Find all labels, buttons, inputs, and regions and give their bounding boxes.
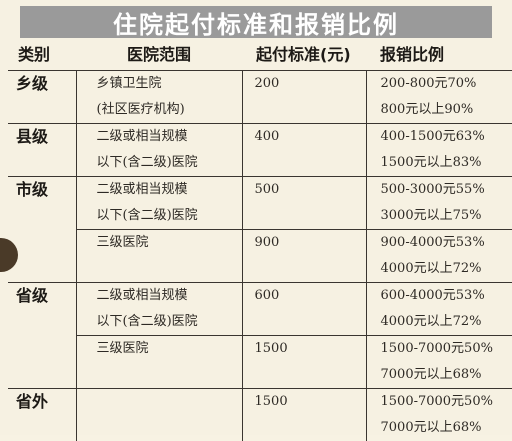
category-cell: 市级 [8,177,76,283]
category-label: 省外 [8,389,76,415]
ratio-cell: 1500-7000元50% 7000元以上68% [366,336,512,389]
start-value: 200 [243,71,366,97]
start-value: 1500 [243,336,366,362]
scope-line: 以下(含二级)医院 [77,150,242,176]
table-body: 乡级 乡镇卫生院 (社区医疗机构) 200 200-800元70% 800元以上… [8,71,512,441]
scope-line: 以下(含二级)医院 [77,203,242,229]
scope-cell: 三级医院 [76,230,242,283]
scope-line [77,362,242,388]
start-cell: 400 [242,124,366,177]
ratio-line: 500-3000元55% [367,177,512,203]
ratio-line: 1500-7000元50% [367,336,512,362]
scope-line: 以下(含二级)医院 [77,309,242,335]
header-row: 类别 医院范围 起付标准(元) 报销比例 [8,40,512,71]
scope-line: (社区医疗机构) [77,97,242,123]
ratio-cell: 1500-7000元50% 7000元以上68% [366,389,512,441]
reimbursement-table: 类别 医院范围 起付标准(元) 报销比例 乡级 乡镇卫生院 (社区医疗机构) 2… [8,40,512,441]
ratio-line: 7000元以上68% [367,415,512,441]
scope-line: 二级或相当规模 [77,177,242,203]
category-cell: 省外 [8,389,76,441]
scope-cell: 二级或相当规模 以下(含二级)医院 [76,283,242,336]
header-start: 起付标准(元) [242,40,366,71]
category-label: 市级 [8,177,76,203]
ratio-cell: 900-4000元53% 4000元以上72% [366,230,512,283]
category-label: 乡级 [8,71,76,97]
table-row: 省外 1500 1500-7000元50% 7000元以上68% [8,389,512,441]
table-row: 乡级 乡镇卫生院 (社区医疗机构) 200 200-800元70% 800元以上… [8,71,512,124]
header-scope: 医院范围 [76,40,242,71]
ratio-cell: 200-800元70% 800元以上90% [366,71,512,124]
table-row: 市级 二级或相当规模 以下(含二级)医院 500 500-3000元55% 30… [8,177,512,230]
scope-cell: 二级或相当规模 以下(含二级)医院 [76,177,242,230]
scope-line: 三级医院 [77,230,242,256]
category-cell: 县级 [8,124,76,177]
table-row: 县级 二级或相当规模 以下(含二级)医院 400 400-1500元63% 15… [8,124,512,177]
header-ratio: 报销比例 [366,40,512,71]
scope-cell [76,389,242,441]
category-cell: 乡级 [8,71,76,124]
title-bar: 住院起付标准和报销比例 [20,6,492,38]
start-cell: 1500 [242,389,366,441]
ratio-cell: 500-3000元55% 3000元以上75% [366,177,512,230]
scope-cell: 乡镇卫生院 (社区医疗机构) [76,71,242,124]
start-cell: 200 [242,71,366,124]
category-cell: 省级 [8,283,76,389]
scope-line: 乡镇卫生院 [77,71,242,97]
start-cell: 900 [242,230,366,283]
start-value: 600 [243,283,366,309]
ratio-line: 400-1500元63% [367,124,512,150]
ratio-cell: 600-4000元53% 4000元以上72% [366,283,512,336]
header-category: 类别 [8,40,76,71]
start-cell: 500 [242,177,366,230]
reimbursement-table-wrap: 类别 医院范围 起付标准(元) 报销比例 乡级 乡镇卫生院 (社区医疗机构) 2… [8,40,495,441]
scope-line: 二级或相当规模 [77,283,242,309]
scope-line [77,415,242,441]
ratio-line: 4000元以上72% [367,256,512,282]
ratio-line: 7000元以上68% [367,362,512,388]
ratio-line: 200-800元70% [367,71,512,97]
scope-line: 二级或相当规模 [77,124,242,150]
table-row: 省级 二级或相当规模 以下(含二级)医院 600 600-4000元53% 40… [8,283,512,336]
scope-cell: 二级或相当规模 以下(含二级)医院 [76,124,242,177]
start-cell: 600 [242,283,366,336]
ratio-line: 600-4000元53% [367,283,512,309]
ratio-line: 4000元以上72% [367,309,512,335]
ratio-line: 1500-7000元50% [367,389,512,415]
ratio-line: 3000元以上75% [367,203,512,229]
start-cell: 1500 [242,336,366,389]
scope-cell: 三级医院 [76,336,242,389]
ratio-line: 800元以上90% [367,97,512,123]
scope-line: 三级医院 [77,336,242,362]
category-label: 省级 [8,283,76,309]
scope-line [77,389,242,415]
ratio-line: 900-4000元53% [367,230,512,256]
scope-line [77,256,242,282]
table-row: 三级医院 900 900-4000元53% 4000元以上72% [8,230,512,283]
start-value: 1500 [243,389,366,415]
ratio-cell: 400-1500元63% 1500元以上83% [366,124,512,177]
start-value: 500 [243,177,366,203]
start-value: 900 [243,230,366,256]
start-value: 400 [243,124,366,150]
table-title: 住院起付标准和报销比例 [113,5,399,40]
ratio-line: 1500元以上83% [367,150,512,176]
category-label: 县级 [8,124,76,150]
table-row: 三级医院 1500 1500-7000元50% 7000元以上68% [8,336,512,389]
